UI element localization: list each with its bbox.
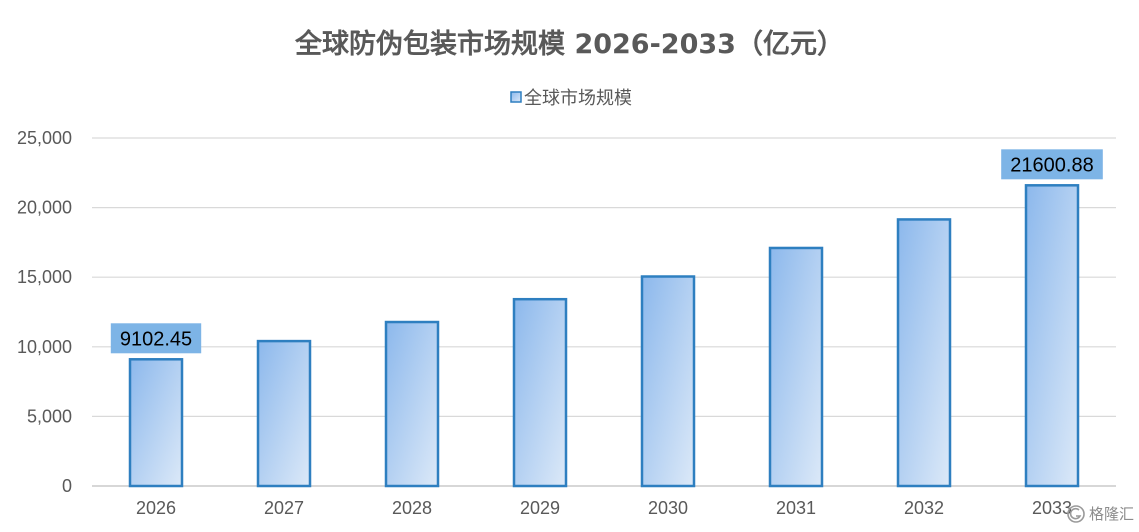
x-axis-ticks: 2026 2027 2028 2029 2030 2031 2032 2033 [136,498,1072,518]
data-label-box [1001,149,1103,180]
data-labels: 9102.45 21600.88 [110,149,1103,354]
bar-2033 [1024,184,1080,488]
legend: 全球市场规模 [510,88,632,109]
gridlines [92,137,1116,487]
y-tick-label: 0 [62,476,72,496]
bars [128,184,1080,488]
x-tick-label: 2027 [264,498,304,518]
y-tick-label: 15,000 [17,267,72,287]
data-label: 21600.88 [1001,149,1103,180]
data-label-box [110,323,202,354]
bar-2027 [256,339,312,488]
data-label-text: 21600.88 [1010,154,1093,176]
legend-swatch [510,91,522,103]
bar-2026 [128,358,184,488]
x-tick-label: 2033 [1032,498,1072,518]
bar-2029 [512,297,568,488]
y-tick-label: 25,000 [17,128,72,148]
y-tick-label: 20,000 [17,198,72,218]
y-axis-ticks: 0 5,000 10,000 15,000 20,000 25,000 [17,128,72,496]
y-tick-label: 5,000 [27,406,72,426]
x-tick-label: 2029 [520,498,560,518]
x-tick-label: 2032 [904,498,944,518]
x-tick-label: 2028 [392,498,432,518]
y-tick-label: 10,000 [17,337,72,357]
legend-label: 全球市场规模 [524,88,632,109]
bar-2032 [896,218,952,488]
gezhi-logo-icon [1067,505,1085,523]
x-tick-label: 2026 [136,498,176,518]
bar-2030 [640,275,696,488]
data-label-text: 9102.45 [120,328,192,350]
bar-2028 [384,320,440,488]
x-tick-label: 2030 [648,498,688,518]
watermark: 格隆汇 [1067,505,1134,523]
x-tick-label: 2031 [776,498,816,518]
chart-title: 全球防伪包装市场规模 2026-2033（亿元） [294,28,844,60]
data-label: 9102.45 [110,323,202,354]
bar-2031 [768,246,824,488]
watermark-text: 格隆汇 [1089,505,1134,523]
